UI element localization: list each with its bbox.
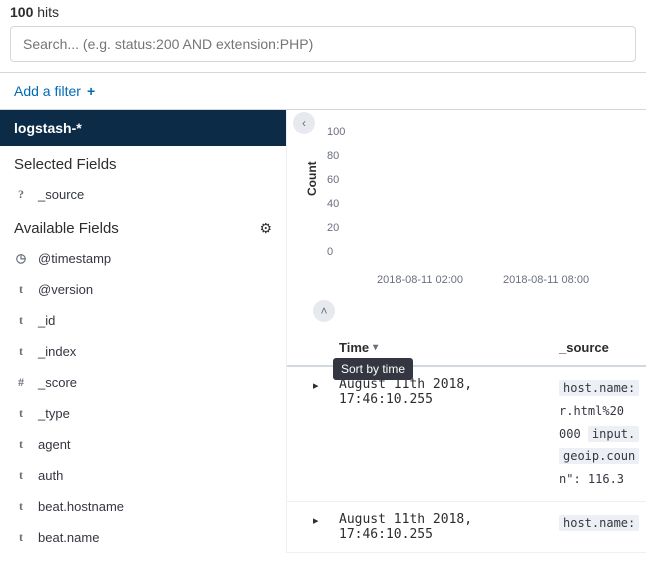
field-item[interactable]: t beat.hostname — [0, 491, 286, 522]
field-name: beat.hostname — [38, 499, 124, 514]
field-name: beat.name — [38, 530, 99, 545]
available-fields-list: ◷@timestampt@versiont_idt_index#_scoret_… — [0, 243, 286, 553]
expand-row-icon[interactable]: ▸ — [313, 377, 339, 491]
sidebar: logstash-* Selected Fields ? _source Avai… — [0, 110, 286, 553]
chart-ytick: 20 — [327, 222, 339, 234]
chart-ytick: 60 — [327, 174, 339, 186]
field-name: agent — [38, 437, 71, 452]
chart-ytick: 40 — [327, 198, 339, 210]
source-field-token: host.name: — [559, 515, 639, 531]
hits-label: hits — [37, 4, 59, 20]
field-type-icon: t — [14, 406, 28, 421]
selected-fields-list: ? _source — [0, 179, 286, 210]
field-name: _index — [38, 344, 76, 359]
field-item[interactable]: t beat.name — [0, 522, 286, 553]
selected-fields-title: Selected Fields — [0, 146, 286, 179]
gear-icon[interactable]: ⚙ — [259, 220, 272, 237]
field-type-icon: t — [14, 282, 28, 297]
field-item[interactable]: # _score — [0, 367, 286, 398]
field-name: @timestamp — [38, 251, 111, 266]
field-name: _type — [38, 406, 70, 421]
row-source: host.name:r.html%20000 input.geoip.counn… — [559, 377, 646, 491]
field-type-icon: t — [14, 468, 28, 483]
collapse-panel-icon[interactable]: ‹ — [293, 112, 315, 134]
field-name: auth — [38, 468, 63, 483]
field-name: _source — [38, 187, 84, 202]
available-fields-title: Available Fields ⚙ — [0, 210, 286, 243]
search-input[interactable] — [10, 26, 636, 62]
field-item[interactable]: t _id — [0, 305, 286, 336]
field-type-icon: # — [14, 375, 28, 390]
sort-caret-icon: ▾ — [373, 342, 378, 353]
field-type-icon: t — [14, 437, 28, 452]
table-row: ▸August 11th 2018, 17:46:10.255host.name… — [287, 502, 646, 553]
expand-row-icon[interactable]: ▸ — [313, 512, 339, 542]
scroll-top-icon[interactable]: ˄ — [313, 300, 335, 322]
sort-tooltip: Sort by time — [333, 358, 413, 380]
plus-icon: + — [87, 83, 95, 99]
index-pattern-header[interactable]: logstash-* — [0, 110, 286, 146]
field-item[interactable]: ◷ @timestamp — [0, 243, 286, 274]
field-item[interactable]: tagent — [0, 429, 286, 460]
table-header: Time ▾ Sort by time _source — [287, 330, 646, 367]
field-item[interactable]: tauth — [0, 460, 286, 491]
hits-summary: 100 hits — [0, 0, 646, 26]
histogram-chart: Count 100806040200 2018-08-11 02:002018-… — [327, 126, 646, 286]
chart-y-label: Count — [305, 161, 319, 196]
field-item[interactable]: t _type — [0, 398, 286, 429]
chart-ytick: 80 — [327, 150, 339, 162]
chart-x-labels: 2018-08-11 02:00 2018-08-11 08:00 — [377, 274, 646, 286]
chart-xtick: 2018-08-11 08:00 — [503, 274, 589, 286]
field-type-icon: ? — [14, 187, 28, 202]
field-name: _score — [38, 375, 77, 390]
add-filter-button[interactable]: Add a filter + — [14, 83, 95, 99]
column-time-header[interactable]: Time ▾ Sort by time — [339, 340, 559, 355]
row-source: host.name: — [559, 512, 646, 542]
field-type-icon: ◷ — [14, 251, 28, 266]
field-item[interactable]: ? _source — [0, 179, 286, 210]
column-source-header[interactable]: _source — [559, 340, 646, 355]
field-type-icon: t — [14, 530, 28, 545]
add-filter-label: Add a filter — [14, 83, 81, 99]
field-type-icon: t — [14, 344, 28, 359]
field-name: @version — [38, 282, 93, 297]
chart-xtick: 2018-08-11 02:00 — [377, 274, 463, 286]
chart-ytick: 100 — [327, 126, 345, 138]
field-item[interactable]: t @version — [0, 274, 286, 305]
table-row: ▸August 11th 2018, 17:46:10.255host.name… — [287, 367, 646, 502]
filter-bar: Add a filter + — [0, 72, 646, 110]
field-type-icon: t — [14, 499, 28, 514]
content-panel: ‹ Count 100806040200 2018-08-11 02:00201… — [286, 110, 646, 553]
row-timestamp: August 11th 2018, 17:46:10.255 — [339, 512, 559, 542]
field-type-icon: t — [14, 313, 28, 328]
table-rows: ▸August 11th 2018, 17:46:10.255host.name… — [287, 367, 646, 553]
hits-count: 100 — [10, 4, 33, 20]
field-item[interactable]: t _index — [0, 336, 286, 367]
source-field-token: host.name: — [559, 380, 639, 396]
source-field-token: geoip.coun — [559, 448, 639, 464]
chart-ytick: 0 — [327, 246, 333, 258]
source-field-token: input. — [588, 426, 639, 442]
field-name: _id — [38, 313, 55, 328]
row-timestamp: August 11th 2018, 17:46:10.255 — [339, 377, 559, 491]
search-bar — [0, 26, 646, 72]
